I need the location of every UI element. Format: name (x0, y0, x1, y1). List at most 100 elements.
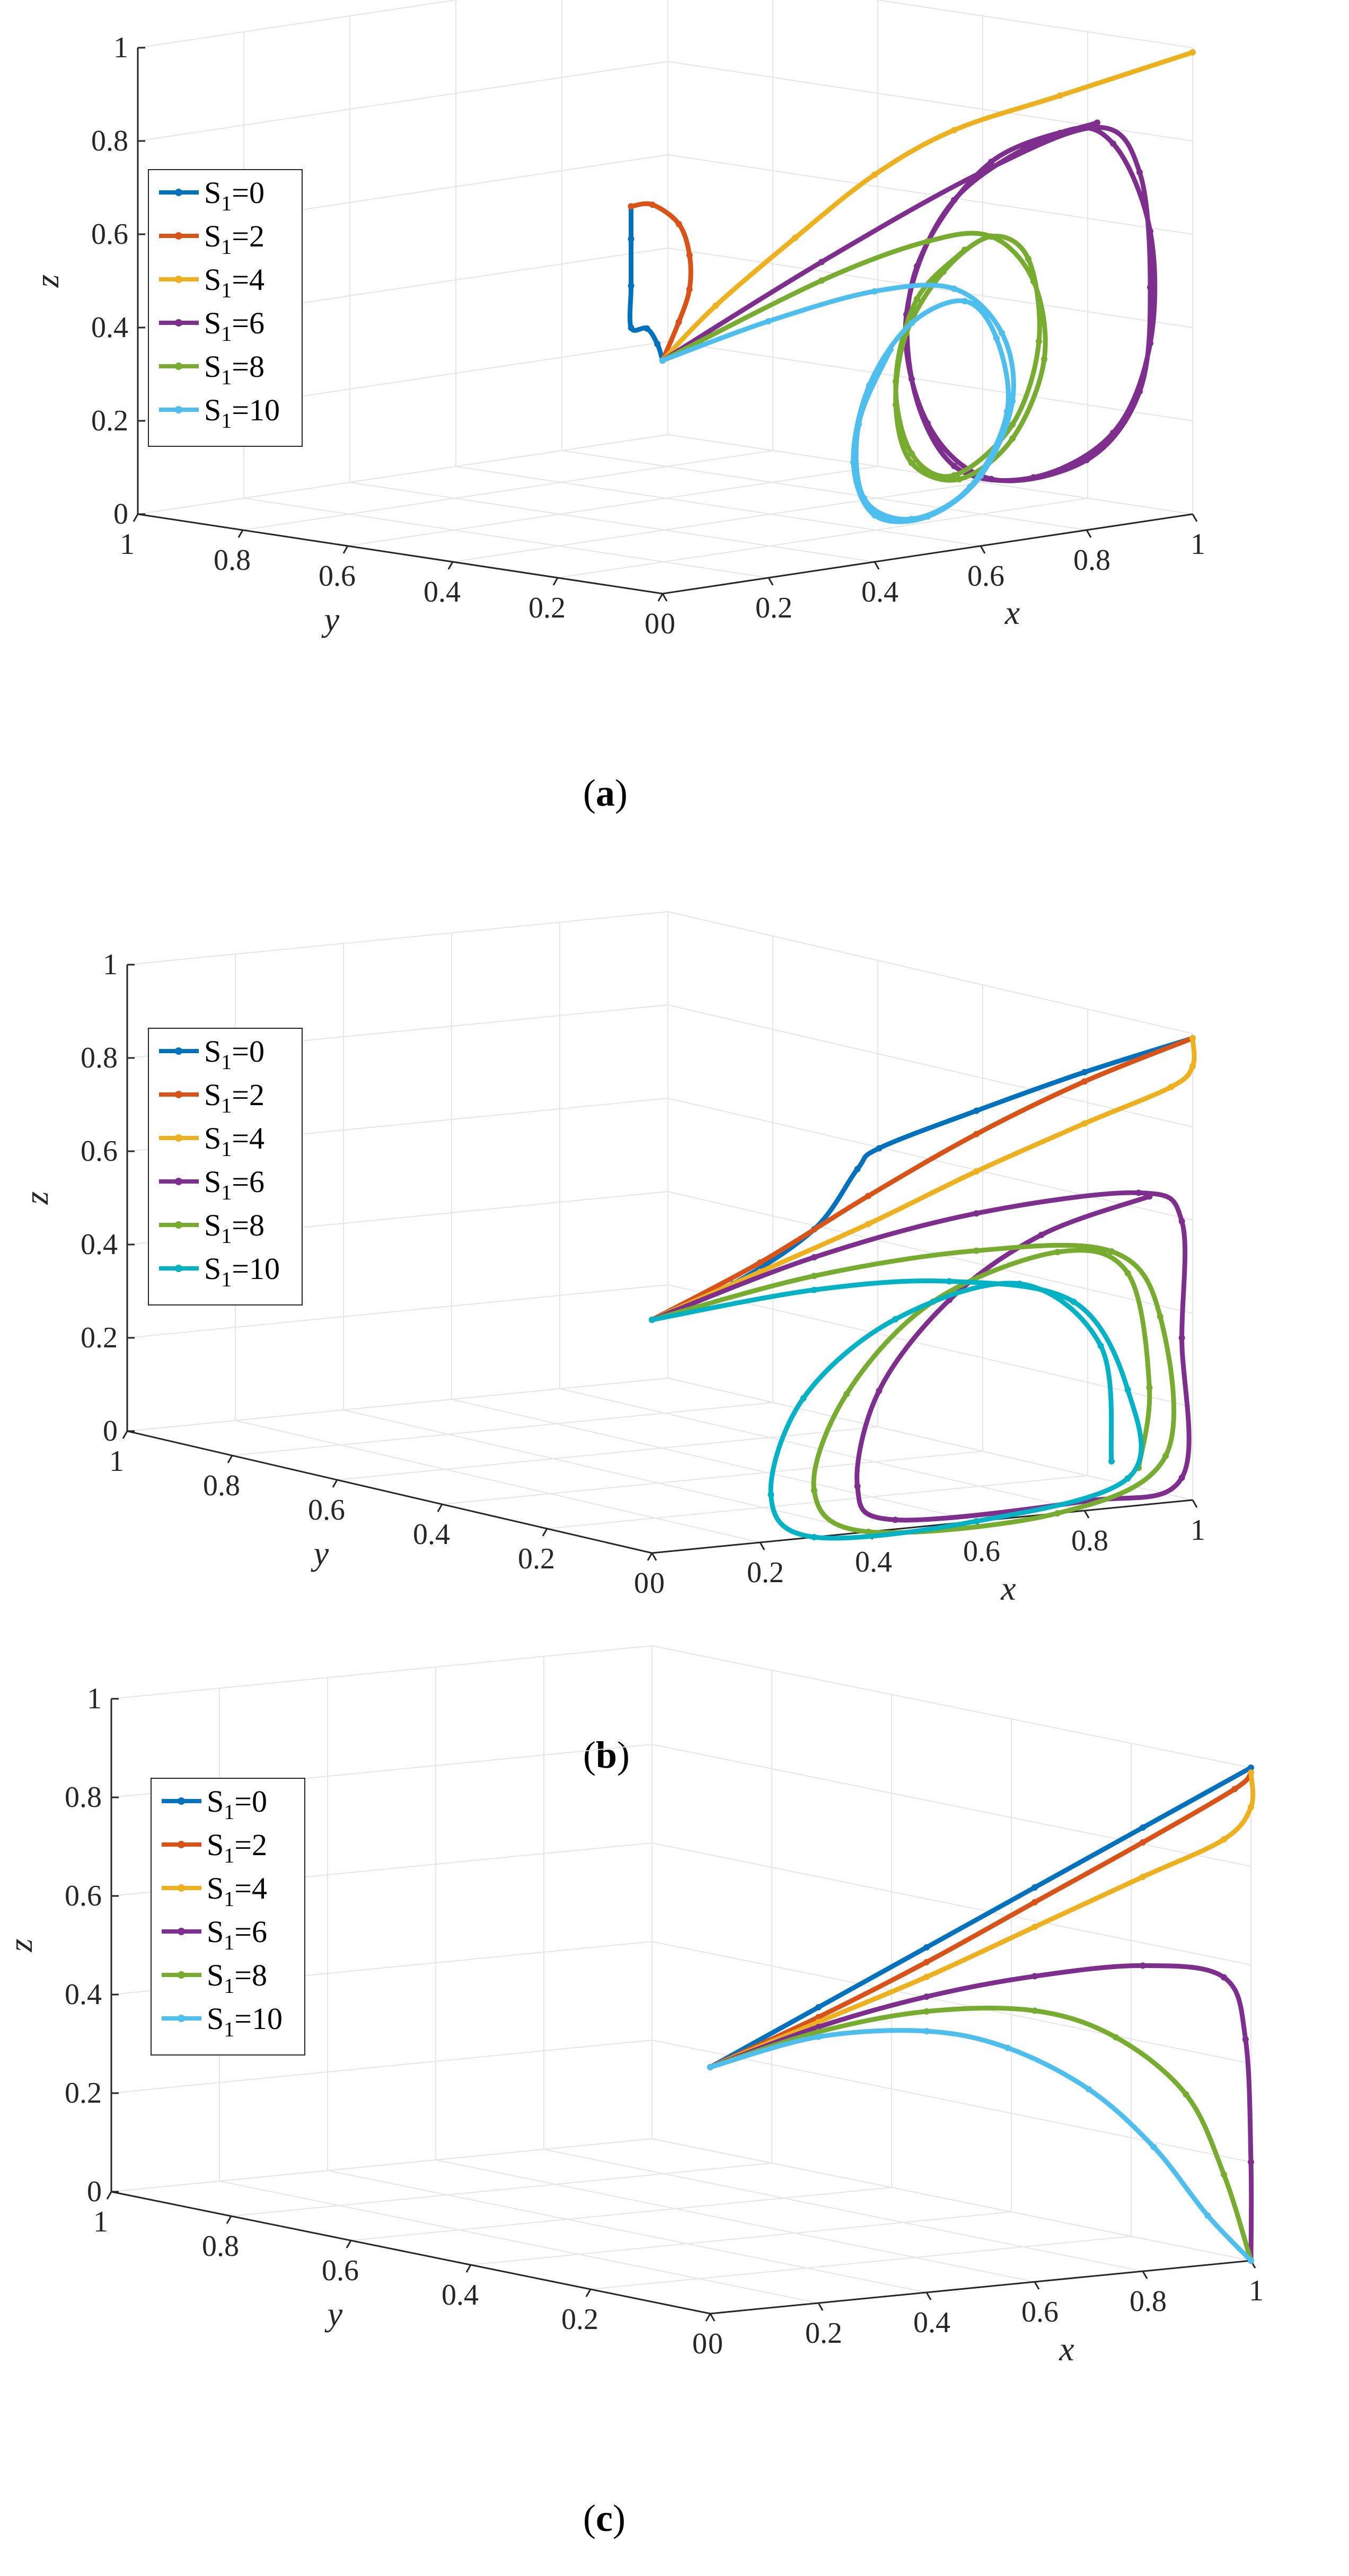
x-tick-label: 0 (650, 1567, 665, 1600)
series-point-S1=6 (1147, 340, 1153, 347)
legend-swatch-marker (178, 1971, 185, 1979)
series-point-S1=4 (1057, 92, 1063, 99)
series-point-S1=8 (1113, 2034, 1119, 2041)
panel-label-b: (b) (583, 1734, 630, 1776)
y-tick-label: 0.8 (202, 2230, 239, 2263)
legend-entry-S1=2: S1=2 (204, 219, 264, 259)
series-point-S1=10 (1150, 2143, 1157, 2150)
series-point-S1=10 (887, 346, 894, 353)
z-tick-label: 0.8 (65, 1781, 102, 1814)
z-tick-label: 0.2 (65, 2077, 102, 2110)
legend-swatch-marker (178, 1797, 185, 1805)
grid-line (590, 2236, 1132, 2290)
grid-line (231, 2163, 772, 2217)
x-tick-mark (874, 561, 880, 570)
y-tick-label: 0.2 (528, 592, 566, 624)
x-axis-line (651, 1499, 1193, 1554)
y-tick-label: 0.8 (203, 1469, 240, 1502)
series-point-S1=6 (1178, 1218, 1185, 1224)
grid-line (111, 2138, 653, 2192)
series-line-S1=4 (660, 50, 1195, 363)
x-tick-label: 0 (708, 2327, 723, 2360)
x-tick-label: 0.6 (1021, 2296, 1059, 2328)
x-tick-mark (768, 577, 774, 586)
legend-swatch-marker (175, 406, 182, 413)
series-point-S1=0 (815, 2004, 822, 2010)
series-point-S1=6 (1140, 1962, 1146, 1969)
grid-line (455, 466, 981, 546)
series-point-S1=0 (923, 1944, 930, 1951)
grid-line (651, 1744, 1251, 1867)
x-axis-label: x (1000, 1569, 1016, 1607)
x-tick-mark (1142, 2271, 1148, 2279)
grid-line (350, 2187, 892, 2241)
legend-swatch-marker (175, 189, 182, 196)
series-line-S1=8 (660, 231, 1048, 483)
x-tick-mark (1034, 2281, 1040, 2290)
series-point-S1=8 (893, 378, 899, 385)
y-tick-mark (346, 2240, 352, 2248)
series-point-S1=10 (962, 298, 968, 305)
series-point-S1=0 (854, 1166, 861, 1172)
series-point-S1=10 (707, 2064, 713, 2070)
z-tick-label: 0 (87, 2175, 102, 2208)
series-point-S1=10 (967, 483, 973, 490)
series-group (707, 1765, 1256, 2264)
x-tick-label: 0.6 (963, 1535, 1000, 1568)
series-point-S1=6 (1242, 2036, 1249, 2043)
series-point-S1=8 (818, 277, 825, 284)
series-point-S1=8 (1009, 435, 1016, 442)
series-point-S1=6 (1136, 388, 1143, 395)
series-point-S1=8 (909, 450, 915, 457)
y-tick-mark (106, 2191, 112, 2200)
axes (122, 964, 1198, 1561)
grid-line (337, 1426, 878, 1480)
z-tick-label: 0 (113, 498, 128, 531)
y-axis-label: y (324, 2295, 343, 2333)
series-point-S1=8 (815, 2028, 822, 2035)
series-point-S1=8 (909, 460, 915, 466)
grid-line (543, 2149, 1143, 2272)
series-point-S1=6 (924, 420, 931, 427)
y-axis-label: y (321, 601, 340, 638)
series-point-S1=4 (951, 127, 957, 134)
z-tick-label: 0.4 (81, 1228, 118, 1261)
y-tick-mark (542, 1528, 548, 1537)
series-point-S1=10 (1016, 1281, 1023, 1287)
series-point-S1=6 (1030, 474, 1037, 481)
x-axis-label: x (1059, 2330, 1074, 2368)
legend: S1=0 S1=2 S1=4 S1=6 S1=8S1=10 (151, 1778, 305, 2055)
series-point-S1=10 (871, 288, 878, 295)
legend-swatch-marker (175, 363, 182, 370)
series-point-S1=2 (757, 1259, 763, 1266)
series-point-S1=2 (675, 319, 682, 325)
series-point-S1=6 (1094, 119, 1100, 126)
series-line-S1=8 (708, 2006, 1254, 2263)
series-point-S1=8 (893, 401, 899, 408)
series-point-S1=6 (1038, 1232, 1045, 1238)
z-tick-label: 1 (103, 948, 118, 981)
axes (106, 1698, 1256, 2322)
series-line-S1=2 (649, 1036, 1195, 1322)
series-point-S1=10 (800, 1395, 807, 1401)
legend-swatch-marker (175, 1178, 182, 1185)
grid-line (232, 1402, 773, 1456)
z-axis-label: z (2, 1938, 39, 1952)
series-point-S1=2 (1140, 1839, 1146, 1846)
series-point-S1=4 (973, 1168, 980, 1175)
series-point-S1=6 (1057, 129, 1063, 136)
series-point-S1=10 (909, 320, 915, 327)
z-tick-label: 0.2 (81, 1321, 118, 1354)
series-point-S1=2 (1231, 1786, 1238, 1793)
series-point-S1=8 (1146, 1384, 1153, 1391)
series-point-S1=10 (1009, 398, 1016, 404)
series-point-S1=10 (850, 459, 857, 466)
series-point-S1=6 (988, 475, 994, 482)
series-point-S1=0 (628, 324, 634, 331)
series-point-S1=10 (811, 1286, 817, 1293)
grid-line (667, 341, 1193, 421)
series-point-S1=6 (977, 170, 984, 176)
series-point-S1=6 (914, 263, 920, 270)
legend-box (148, 169, 303, 447)
series-point-S1=4 (1248, 1769, 1254, 1776)
